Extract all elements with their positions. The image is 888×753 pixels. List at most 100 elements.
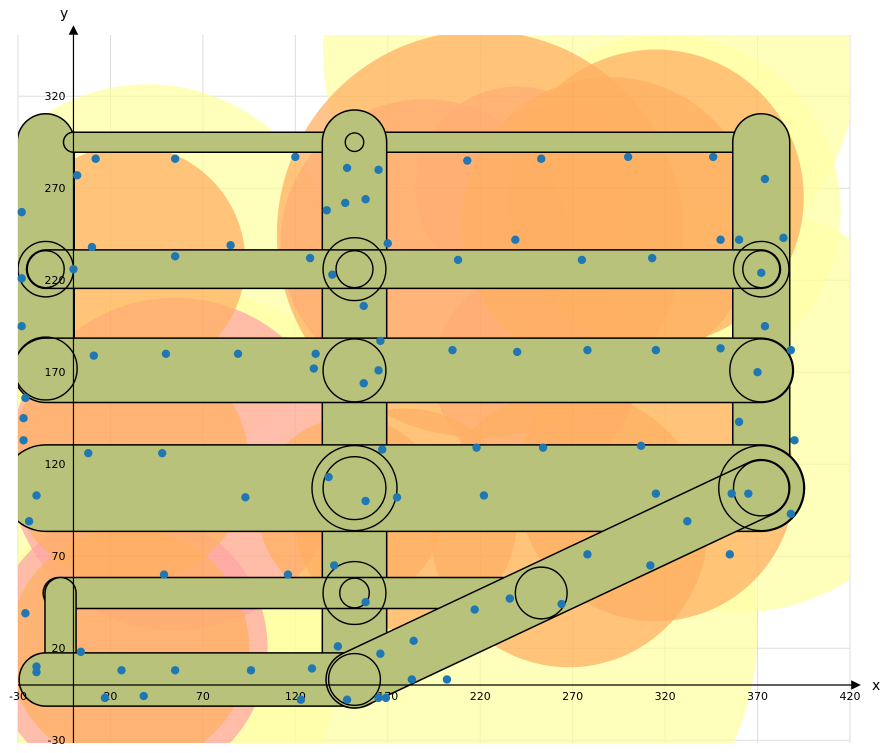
data-point [470, 605, 479, 614]
data-point [117, 666, 126, 675]
data-point [577, 255, 587, 265]
y-tick-label: 220 [44, 274, 65, 287]
x-tick-label: 370 [747, 690, 768, 703]
data-point [246, 666, 256, 675]
data-point [69, 264, 78, 274]
y-tick-label: 120 [44, 458, 65, 471]
ring-circle [514, 566, 568, 620]
y-tick-label: 70 [51, 550, 65, 563]
data-point [170, 252, 180, 261]
x-tick-label: 220 [470, 690, 491, 703]
scatter-points [17, 152, 799, 704]
data-point [21, 609, 30, 618]
capsule-outlines [18, 109, 806, 709]
data-point [392, 493, 402, 502]
data-point [21, 393, 30, 403]
data-point [19, 436, 28, 445]
data-point [329, 561, 339, 570]
x-axis-label: x [872, 678, 880, 694]
data-point [760, 174, 770, 184]
ring-circle [311, 444, 398, 532]
data-point [359, 301, 368, 311]
axes [18, 25, 861, 743]
data-point [744, 489, 753, 498]
data-point [226, 241, 235, 250]
y-tick-label: -30 [47, 734, 65, 747]
y-axis-label: y [60, 6, 68, 22]
data-point [651, 345, 661, 355]
data-point [87, 242, 97, 252]
data-point [89, 351, 99, 360]
ring-circle [339, 577, 370, 609]
data-point [623, 152, 633, 162]
data-point [311, 349, 320, 358]
data-point [291, 152, 300, 162]
data-point [708, 152, 718, 162]
data-point [322, 206, 331, 215]
ring-circle [18, 336, 78, 401]
data-point [76, 647, 86, 657]
data-point [583, 345, 592, 355]
y-tick-label: 320 [44, 90, 65, 103]
data-point [342, 163, 352, 173]
data-point [760, 322, 770, 331]
data-point [170, 154, 180, 163]
data-point [32, 667, 41, 677]
data-point [479, 491, 489, 500]
data-point [241, 493, 250, 502]
ring-circle [322, 237, 387, 302]
y-tick-label: 20 [51, 642, 65, 655]
data-point [296, 695, 306, 704]
data-point [448, 345, 457, 355]
data-point [376, 649, 385, 658]
data-point [309, 364, 319, 373]
data-point [161, 349, 171, 358]
x-tick-label: 420 [840, 690, 861, 703]
data-point [757, 268, 766, 278]
ring-circle [732, 240, 790, 298]
data-point [170, 666, 180, 675]
data-point [453, 255, 463, 265]
data-point [753, 368, 762, 377]
data-point [324, 472, 333, 482]
y-tick-label: 170 [44, 366, 65, 379]
data-point [100, 693, 110, 703]
data-point [472, 443, 481, 452]
ring-circle [742, 249, 781, 289]
data-point [32, 491, 41, 500]
x-tick-label: 320 [655, 690, 676, 703]
capsule-fill [326, 460, 789, 708]
data-point [361, 496, 370, 506]
data-point [374, 165, 383, 174]
data-point [72, 171, 82, 180]
data-point [511, 235, 520, 244]
data-point [505, 594, 515, 603]
ring-circle [344, 132, 365, 153]
ring-circle [729, 338, 794, 403]
x-tick-label: 70 [196, 690, 210, 703]
data-point [305, 253, 315, 263]
data-point [790, 436, 799, 445]
data-point [409, 636, 418, 646]
ring-circle [327, 652, 382, 707]
ring-circle [322, 338, 387, 403]
data-point [647, 253, 657, 263]
ring-circle [335, 249, 374, 289]
data-point [786, 509, 796, 519]
data-point [583, 550, 592, 559]
data-point [779, 233, 788, 243]
data-point [361, 598, 370, 607]
x-tick-label: 270 [562, 690, 583, 703]
data-point [17, 274, 26, 283]
data-point [359, 379, 368, 388]
data-point [463, 156, 472, 165]
data-point [734, 235, 744, 244]
ring-circle [26, 249, 65, 289]
data-point [91, 154, 100, 163]
data-point [646, 561, 655, 570]
data-point [537, 154, 546, 163]
ring-circle [732, 459, 790, 517]
y-tick-label: 270 [44, 182, 65, 195]
data-point [557, 599, 566, 609]
